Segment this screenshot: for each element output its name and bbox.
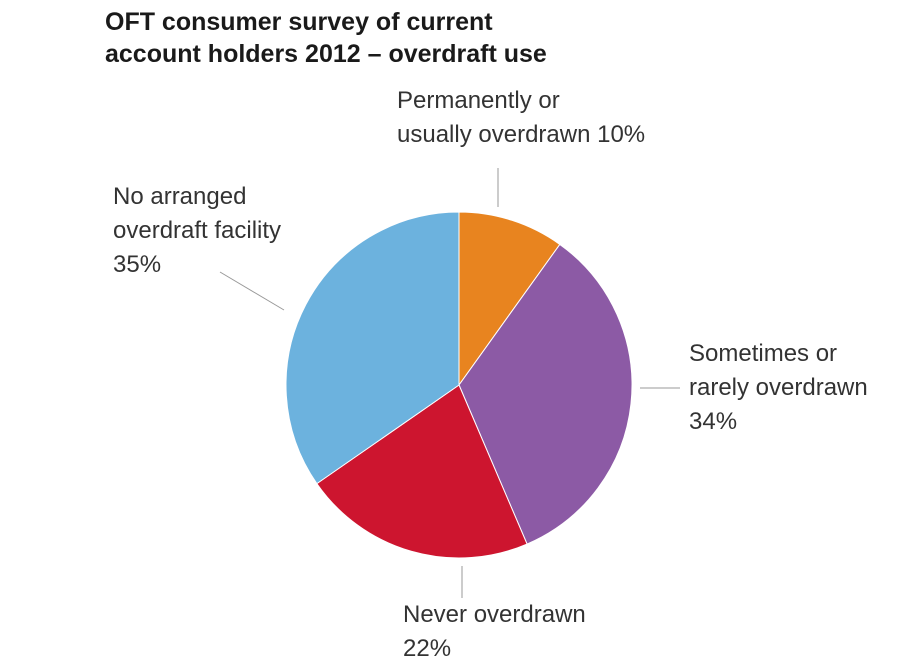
slice-no-facility xyxy=(285,211,460,485)
label-text: overdraft facility xyxy=(113,217,282,244)
label-text: 35% xyxy=(113,251,162,278)
label-text: rarely overdrawn xyxy=(689,374,868,401)
leader-line-no-facility xyxy=(219,271,285,311)
title-line-2: account holders 2012 – overdraft use xyxy=(105,40,547,68)
slice-sometimes xyxy=(458,243,633,545)
label-text: No arranged xyxy=(113,183,247,210)
label-text: 22% xyxy=(403,635,452,662)
label-sometimes: Sometimes or rarely overdrawn 34% xyxy=(689,337,868,439)
label-text: Never overdrawn xyxy=(403,601,586,628)
label-permanently: Permanently or usually overdrawn 10% xyxy=(397,84,645,152)
slice-permanently xyxy=(458,211,561,387)
title-line-1: OFT consumer survey of current xyxy=(105,8,493,36)
slice-never xyxy=(316,384,528,559)
label-text: Permanently or xyxy=(397,87,560,114)
label-text: 34% xyxy=(689,408,738,435)
chart-title: OFT consumer survey of current account h… xyxy=(105,6,547,70)
label-no-facility: No arranged overdraft facility 35% xyxy=(113,180,281,282)
label-text: Sometimes or xyxy=(689,340,838,367)
label-never: Never overdrawn 22% xyxy=(403,598,586,664)
label-text: usually overdrawn 10% xyxy=(397,121,646,148)
